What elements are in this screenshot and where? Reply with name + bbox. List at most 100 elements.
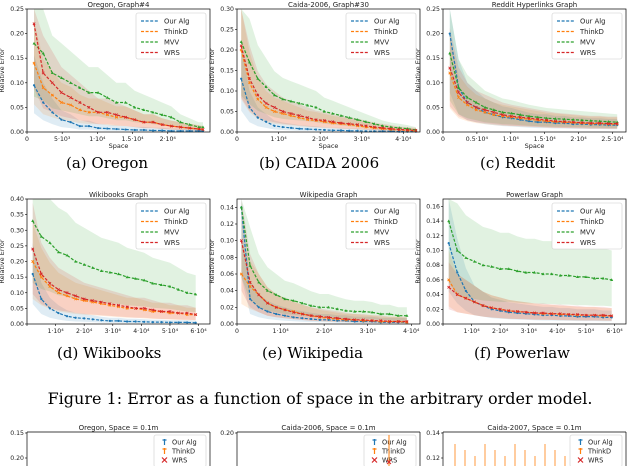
chart-title: Oregon, Space = 0.1m [79, 424, 159, 432]
error-band-mvv [241, 9, 416, 132]
data-point-wrs [571, 120, 575, 124]
data-point-mvv [96, 91, 100, 94]
data-point-wrs [60, 91, 63, 95]
series-line-thinkd [448, 279, 612, 317]
y-tick-label: 0.25 [10, 6, 24, 13]
axes-frame [26, 8, 211, 133]
data-point-mvv [370, 310, 374, 314]
chart-title: Caida-2006, Graph#30 [288, 1, 369, 9]
data-point-wrs [50, 81, 54, 85]
y-tick-label: 0.14 [220, 204, 234, 211]
data-point-our-alg [108, 319, 112, 322]
y-axis-label: Relative Error [0, 239, 6, 283]
data-point-mvv [589, 119, 593, 122]
y-tick-label: 0.10 [220, 88, 234, 95]
data-point-thinkd [264, 105, 268, 109]
legend-label: ThinkD [381, 447, 405, 455]
data-point-wrs [396, 320, 400, 323]
data-point-our-alg [69, 121, 72, 124]
data-point-thinkd [247, 81, 251, 85]
data-point-our-alg [314, 128, 318, 131]
data-point-wrs [256, 93, 260, 97]
data-point-thinkd [31, 260, 35, 263]
data-point-thinkd [78, 108, 82, 112]
data-point-our-alg [448, 32, 451, 35]
y-tick-label: 0.02 [426, 306, 440, 313]
series-line-wrs [449, 67, 618, 125]
data-point-our-alg [281, 125, 284, 129]
legend-label: MVV [580, 228, 596, 236]
data-point-wrs [292, 310, 296, 314]
data-point-wrs [598, 121, 602, 125]
data-point-mvv [133, 105, 137, 109]
data-point-wrs [575, 312, 579, 316]
legend-swatch [372, 439, 377, 445]
legend-label: WRS [374, 239, 390, 247]
x-axis-label: Space [109, 142, 129, 150]
data-point-thinkd [56, 291, 60, 295]
data-point-mvv [59, 76, 63, 79]
legend-label: WRS [164, 239, 180, 247]
data-point-our-alg [336, 319, 339, 322]
data-point-our-alg [306, 128, 309, 131]
data-point-our-alg [42, 101, 45, 104]
data-point-mvv [281, 97, 285, 101]
data-point-mvv [472, 259, 476, 263]
data-point-our-alg [298, 127, 301, 130]
data-point-wrs [601, 313, 605, 317]
data-point-mvv [575, 275, 579, 279]
data-point-our-alg [318, 318, 321, 321]
series-line-our-alg [33, 85, 203, 132]
data-point-mvv [322, 109, 326, 113]
data-point-wrs [300, 312, 304, 316]
x-tick-label: 5·10³ [54, 136, 71, 143]
data-point-mvv [239, 40, 243, 43]
data-point-mvv [498, 267, 502, 270]
chart-panel-1: 0.00 0.05 0.10 0.15 0.20 0.25 0.30 0 1·10⁴ 2·10⁴ 3… [208, 1, 421, 150]
data-point-mvv [69, 81, 73, 84]
y-tick-label: 0.14 [426, 430, 440, 437]
data-point-mvv [159, 283, 163, 287]
data-point-mvv [300, 301, 304, 305]
legend-swatch [162, 448, 167, 454]
y-tick-label: 0.00 [220, 321, 234, 328]
data-point-mvv [356, 118, 360, 121]
y-tick-label: 0.12 [426, 455, 440, 462]
data-point-thinkd [41, 86, 45, 90]
data-point-wrs [133, 118, 137, 122]
data-point-wrs [169, 124, 173, 128]
x-tick-label: 2·10⁴ [312, 136, 329, 143]
data-point-wrs [117, 303, 120, 307]
data-point-our-alg [51, 111, 54, 114]
y-axis-label: Relative Error [414, 239, 422, 283]
data-point-our-alg [331, 129, 334, 132]
x-tick-label: 4·10⁴ [403, 328, 420, 335]
x-tick-label: 5·10⁴ [162, 328, 179, 335]
data-point-thinkd [492, 113, 496, 117]
x-tick-label: 1.5·10⁴ [534, 136, 557, 143]
y-tick-label: 0.00 [426, 129, 440, 136]
data-point-wrs [78, 100, 82, 104]
y-tick-label: 0.00 [426, 321, 440, 328]
data-point-mvv [601, 276, 605, 280]
data-point-mvv [134, 277, 138, 280]
data-point-mvv [151, 281, 155, 285]
data-point-wrs [481, 304, 485, 308]
chart-panel-bottom-1: Caida-2006, Space = 0.1m 0.20 Our AlgThink… [220, 424, 421, 468]
data-point-our-alg [143, 320, 146, 323]
legend-label: Our Alg [374, 17, 399, 25]
y-tick-label: 0.12 [220, 221, 234, 228]
series-line-our-alg [240, 78, 416, 133]
series-line-mvv [449, 53, 618, 123]
y-tick-label: 0.40 [10, 196, 24, 203]
x-tick-label: 0 [235, 328, 239, 335]
data-point-mvv [515, 269, 519, 273]
data-point-wrs [32, 22, 36, 26]
data-point-mvv [447, 219, 451, 223]
data-point-our-alg [289, 126, 293, 129]
error-band-our-alg [241, 199, 407, 324]
data-point-wrs [545, 118, 549, 122]
chart-panel-0: 0.00 0.05 0.10 0.15 0.20 0.25 0 5·10³ 1·10⁴ 1.5·1… [0, 1, 211, 150]
data-point-mvv [197, 125, 201, 129]
axes-frame [442, 8, 627, 133]
